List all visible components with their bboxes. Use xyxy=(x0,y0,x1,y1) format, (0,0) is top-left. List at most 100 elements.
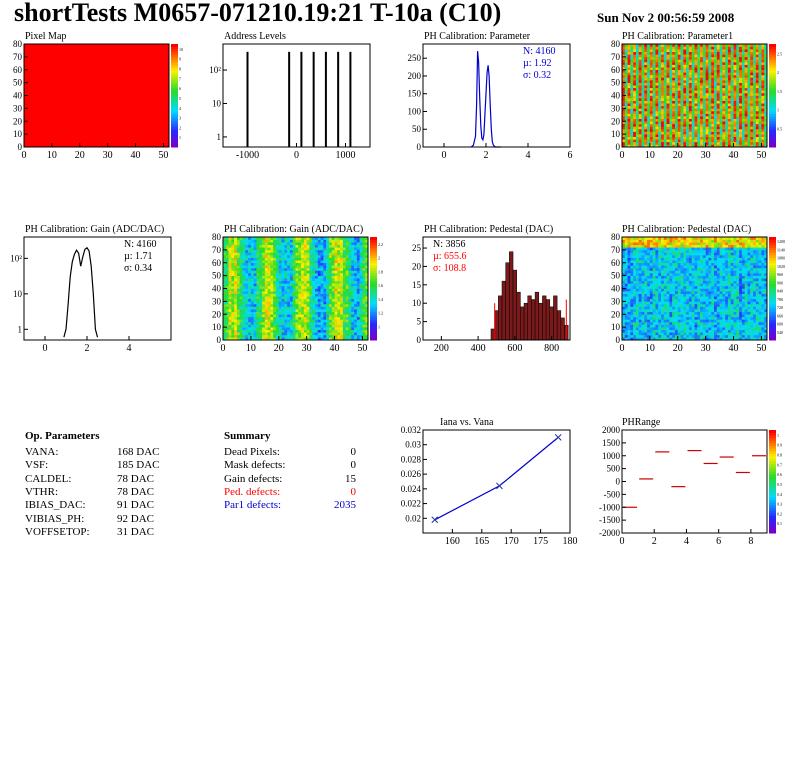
heatmap-cell xyxy=(231,242,235,246)
heatmap-cell xyxy=(331,249,335,253)
heatmap-cell xyxy=(303,324,307,328)
x-tick-label: 50 xyxy=(158,150,168,161)
heatmap-cell xyxy=(697,46,701,50)
heatmap-cell xyxy=(298,293,302,297)
heatmap-cell xyxy=(744,77,748,81)
heatmap-cell xyxy=(714,131,718,135)
heatmap-cell xyxy=(697,51,701,55)
summary-value: 0 xyxy=(350,446,357,458)
heatmap-cell xyxy=(647,144,651,148)
heatmap-cell xyxy=(652,92,656,96)
heatmap-cell xyxy=(761,77,765,81)
heatmap-cell xyxy=(652,77,656,81)
heatmap-cell xyxy=(663,113,667,117)
heatmap-cell xyxy=(292,260,296,264)
heatmap-cell xyxy=(234,324,238,328)
heatmap-cell xyxy=(661,110,665,114)
heatmap-cell xyxy=(633,301,637,305)
heatmap-cell xyxy=(644,74,648,78)
heatmap-cell xyxy=(730,46,734,50)
heatmap-cell xyxy=(644,44,648,47)
heatmap-cell xyxy=(624,303,628,307)
heatmap-cell xyxy=(289,280,294,284)
heatmap-cell xyxy=(362,288,366,292)
heatmap-cell xyxy=(292,309,296,312)
heatmap-cell xyxy=(708,69,712,73)
histogram-bar xyxy=(542,295,547,341)
heatmap-cell xyxy=(644,72,648,76)
heatmap-cell xyxy=(326,255,330,258)
heatmap-cell xyxy=(647,321,651,325)
heatmap-cell xyxy=(677,64,681,68)
heatmap-cell xyxy=(287,309,291,312)
heatmap-cell xyxy=(292,332,296,336)
heatmap-cell xyxy=(223,237,227,240)
heatmap-cell xyxy=(711,46,715,50)
heatmap-cell xyxy=(630,324,634,328)
heatmap-cell xyxy=(320,260,324,264)
heatmap-cell xyxy=(714,49,718,53)
heatmap-cell xyxy=(764,139,768,143)
heatmap-cell xyxy=(627,239,631,243)
heatmap-cell xyxy=(323,311,327,315)
heatmap-cell xyxy=(275,275,280,279)
heatmap-cell xyxy=(306,314,310,318)
heatmap-cell xyxy=(761,80,765,83)
heatmap-cell xyxy=(649,337,653,341)
heatmap-cell xyxy=(649,306,653,310)
heatmap-cell xyxy=(239,252,243,256)
heatmap-cell xyxy=(334,321,338,325)
heatmap-cell xyxy=(278,309,282,312)
color-scale-cell xyxy=(769,77,776,81)
heatmap-cell xyxy=(245,252,249,256)
heatmap-cell xyxy=(362,321,366,325)
heatmap-cell xyxy=(683,59,687,63)
heatmap-cell xyxy=(234,247,238,251)
heatmap-cell xyxy=(641,285,645,289)
heatmap-cell xyxy=(649,74,653,78)
heatmap-cell xyxy=(622,118,626,122)
heatmap-cell xyxy=(661,62,665,65)
heatmap-cell xyxy=(652,54,656,58)
heatmap-cell xyxy=(312,273,316,276)
heatmap-cell xyxy=(722,69,726,73)
heatmap-cell xyxy=(649,136,653,140)
heatmap-cell xyxy=(633,273,637,276)
heatmap-cell xyxy=(334,309,338,312)
heatmap-cell xyxy=(730,144,734,148)
heatmap-cell xyxy=(256,329,260,333)
heatmap-cell xyxy=(267,275,271,279)
heatmap-cell xyxy=(225,247,229,251)
heatmap-cell xyxy=(342,288,346,292)
heatmap-cell xyxy=(622,77,626,81)
heatmap-cell xyxy=(292,283,296,287)
heatmap-cell xyxy=(652,98,656,101)
heatmap-cell xyxy=(348,244,352,248)
heatmap-cell xyxy=(627,237,631,240)
heatmap-cell xyxy=(309,270,313,274)
heatmap-cell xyxy=(697,64,701,68)
stat-sigma: σ: 108.8 xyxy=(433,263,467,274)
heatmap-cell xyxy=(753,64,757,68)
heatmap-cell xyxy=(301,301,305,305)
heatmap-cell xyxy=(705,64,709,68)
heatmap-cell xyxy=(624,74,628,78)
heatmap-cell xyxy=(234,257,238,261)
heatmap-cell xyxy=(633,314,637,318)
heatmap-cell xyxy=(761,69,765,73)
heatmap-cell xyxy=(250,321,254,325)
heatmap-cell xyxy=(741,67,745,71)
heatmap-cell xyxy=(663,69,667,73)
heatmap-cell xyxy=(700,141,704,145)
heatmap-cell xyxy=(287,265,291,269)
heatmap-cell xyxy=(331,293,335,297)
color-scale-cell xyxy=(171,105,178,109)
heatmap-cell xyxy=(638,116,642,119)
heatmap-cell xyxy=(342,303,346,307)
heatmap-cell xyxy=(722,90,726,94)
heatmap-cell xyxy=(727,105,732,109)
heatmap-cell xyxy=(323,280,327,284)
heatmap-cell xyxy=(680,46,684,50)
heatmap-cell xyxy=(259,329,263,333)
heatmap-cell xyxy=(298,296,302,300)
